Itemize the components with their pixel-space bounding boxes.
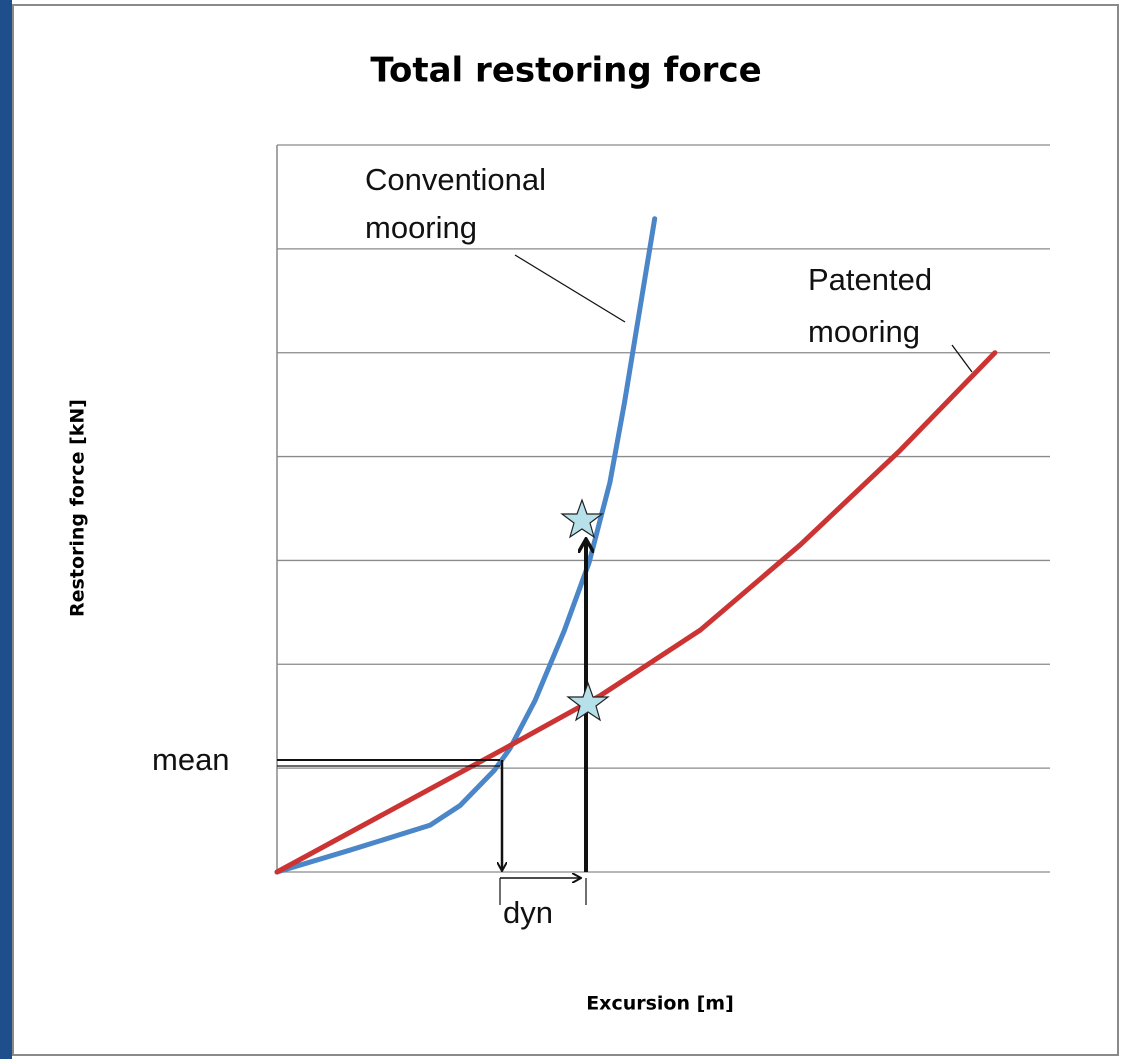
annotation: dyn [503, 895, 553, 930]
star [566, 681, 610, 722]
annotation: mooring [808, 314, 920, 349]
annotation: Conventional [365, 162, 546, 197]
annotation: mean [152, 742, 230, 777]
annotation: Patented [808, 262, 932, 297]
background-strip [0, 0, 12, 1059]
frame [12, 4, 1119, 1056]
annotation: mooring [365, 210, 477, 245]
series-line [274, 350, 998, 875]
series-line [274, 216, 658, 875]
leader-line [514, 254, 626, 323]
star [560, 498, 604, 539]
plot [274, 144, 1050, 875]
x-axis-label: Excursion [m] [586, 993, 734, 1015]
y-axis-label: Restoring force [kN] [67, 399, 89, 617]
leader-line [951, 344, 973, 373]
chart-title: Total restoring force [370, 51, 761, 91]
